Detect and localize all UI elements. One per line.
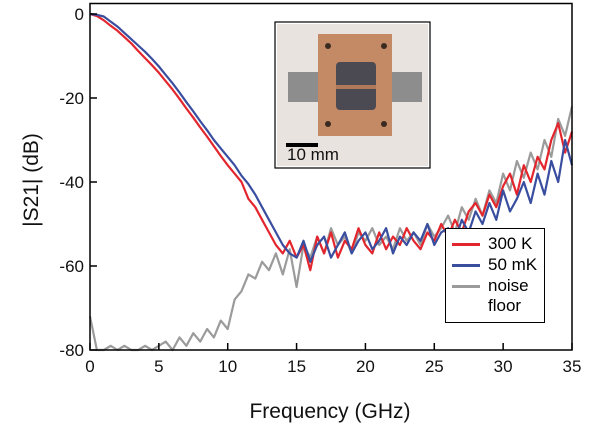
- y-tick-label: -20: [59, 89, 84, 108]
- legend-item: 50 mK: [446, 255, 544, 275]
- inset-photo: [274, 21, 431, 169]
- legend-item: noise floor: [446, 276, 544, 316]
- plot-frame: [89, 2, 573, 351]
- x-axis-label: Frequency (GHz): [249, 400, 410, 423]
- legend: 300 K 50 mK noise floor: [445, 228, 545, 323]
- legend-label: 300 K: [488, 234, 533, 253]
- series-line: [88, 106, 574, 352]
- x-tick-label: 10: [218, 357, 237, 376]
- x-tick-label: 30: [494, 357, 513, 376]
- x-tick-label: 5: [154, 357, 163, 376]
- legend-item: 300 K: [446, 234, 544, 254]
- legend-swatch: [452, 285, 480, 288]
- x-tick-label: 25: [425, 357, 444, 376]
- series-line: [89, 12, 574, 263]
- x-tick-label: 35: [563, 357, 582, 376]
- y-tick-label: -80: [59, 341, 84, 360]
- legend-swatch: [452, 243, 480, 246]
- y-tick-label: -40: [59, 173, 84, 192]
- x-tick-label: 0: [85, 357, 94, 376]
- x-tick-label: 20: [356, 357, 375, 376]
- legend-label: 50 mK: [488, 255, 538, 274]
- x-tick-label: 15: [287, 357, 306, 376]
- legend-swatch: [452, 264, 480, 267]
- y-tick-label: -60: [59, 257, 84, 276]
- y-axis-label: |S21| (dB): [20, 133, 43, 227]
- inset-label: 10 mm: [287, 145, 339, 164]
- y-tick-label: 0: [75, 5, 84, 24]
- series-line: [89, 12, 574, 272]
- legend-label: noise floor: [488, 276, 529, 315]
